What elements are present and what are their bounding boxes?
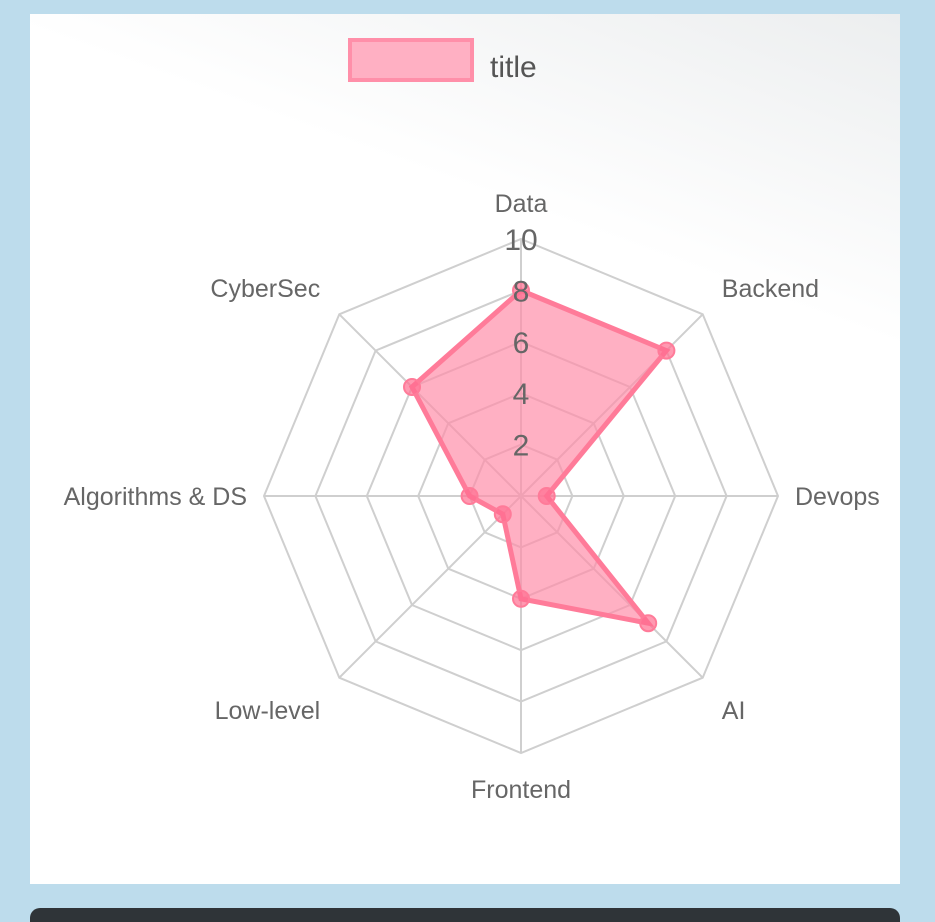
axis-label: AI (722, 697, 746, 725)
tick-label: 10 (504, 224, 537, 257)
grid-spoke (338, 495, 522, 679)
legend-label: title (490, 51, 537, 84)
legend-swatch (348, 38, 474, 82)
tick-label: 4 (513, 378, 530, 411)
data-point[interactable] (657, 341, 676, 360)
axis-label: Frontend (471, 776, 571, 804)
axis-label: Low-level (215, 697, 321, 725)
axis-label: Devops (795, 483, 880, 511)
data-point[interactable] (639, 614, 658, 633)
data-point[interactable] (460, 487, 479, 505)
axis-label: Backend (722, 275, 819, 303)
series-area (408, 287, 671, 627)
axis-label: Algorithms & DS (64, 483, 247, 511)
legend[interactable]: title (348, 38, 537, 84)
data-point[interactable] (537, 487, 556, 505)
point-labels: Data Backend Devops AI Frontend Low-level Algo… (64, 190, 880, 804)
series-layer (403, 281, 676, 633)
axis-label: Data (495, 190, 548, 218)
data-point[interactable] (493, 505, 512, 524)
tick-labels: 2 4 6 8 10 (504, 224, 537, 463)
tick-label: 8 (513, 275, 530, 308)
data-point[interactable] (512, 589, 530, 608)
tick-label: 2 (513, 430, 530, 463)
axis-label: CyberSec (210, 275, 320, 303)
tick-label: 6 (513, 327, 530, 360)
data-point[interactable] (512, 281, 530, 300)
data-point[interactable] (403, 378, 421, 396)
